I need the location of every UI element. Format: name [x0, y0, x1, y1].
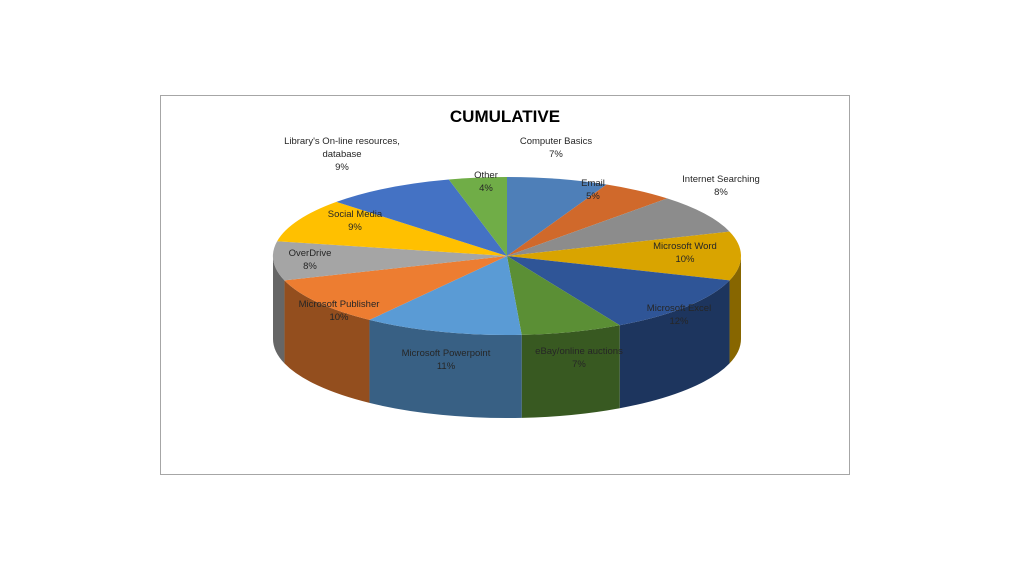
data-label-social-media: Social Media 9% — [328, 209, 383, 233]
pie-slice-ebay-online-auctions — [507, 256, 620, 335]
pie-slice-microsoft-excel — [507, 256, 730, 326]
pie-side-microsoft-publisher — [284, 280, 370, 403]
pie-slice-overdrive — [272, 241, 507, 281]
data-label-microsoft-publisher: Microsoft Publisher 10% — [299, 299, 380, 323]
pie-slice-email — [507, 184, 668, 256]
pie-side-microsoft-word — [729, 256, 741, 364]
pie-slice-internet-searching — [507, 198, 730, 256]
pie-chart: CUMULATIVE Computer Basics 7% Email 5% Inter… — [272, 107, 760, 418]
data-label-computer-basics: Computer Basics 7% — [520, 136, 593, 160]
data-label-overdrive: OverDrive 8% — [289, 248, 332, 272]
pie-labels: Computer Basics 7% Email 5% Internet Searchi… — [284, 136, 760, 372]
data-label-library-s-on-line-resources-database: Library's On-line resources, database 9% — [284, 136, 400, 173]
pie-slice-microsoft-publisher — [284, 256, 507, 320]
pie-slice-social-media — [277, 201, 507, 256]
pie-tops — [272, 177, 742, 335]
data-label-email: Email 5% — [581, 178, 605, 202]
data-label-ebay-online-auctions: eBay/online auctions 7% — [535, 346, 623, 370]
data-label-microsoft-powerpoint: Microsoft Powerpoint 11% — [402, 348, 491, 372]
data-label-internet-searching: Internet Searching 8% — [682, 174, 760, 198]
pie-side-ebay-online-auctions — [521, 325, 620, 418]
pie-side-overdrive — [273, 256, 285, 364]
pie-side-microsoft-powerpoint — [369, 319, 522, 418]
chart-title: CUMULATIVE — [450, 107, 560, 126]
pie-slice-microsoft-word — [507, 231, 742, 281]
pie-slice-library-s-on-line-resources-database — [336, 179, 507, 256]
data-label-microsoft-word: Microsoft Word 10% — [653, 241, 717, 265]
data-label-other: Other 4% — [474, 170, 498, 194]
pie-sides — [273, 256, 741, 418]
pie-slice-microsoft-powerpoint — [369, 256, 522, 335]
data-label-microsoft-excel: Microsoft Excel 12% — [647, 303, 711, 327]
chart-frame: CUMULATIVE Computer Basics 7% Email 5% Inter… — [160, 95, 850, 475]
pie-slice-other — [448, 177, 507, 256]
pie-side-microsoft-excel — [619, 280, 730, 409]
pie-slice-computer-basics — [507, 177, 607, 256]
